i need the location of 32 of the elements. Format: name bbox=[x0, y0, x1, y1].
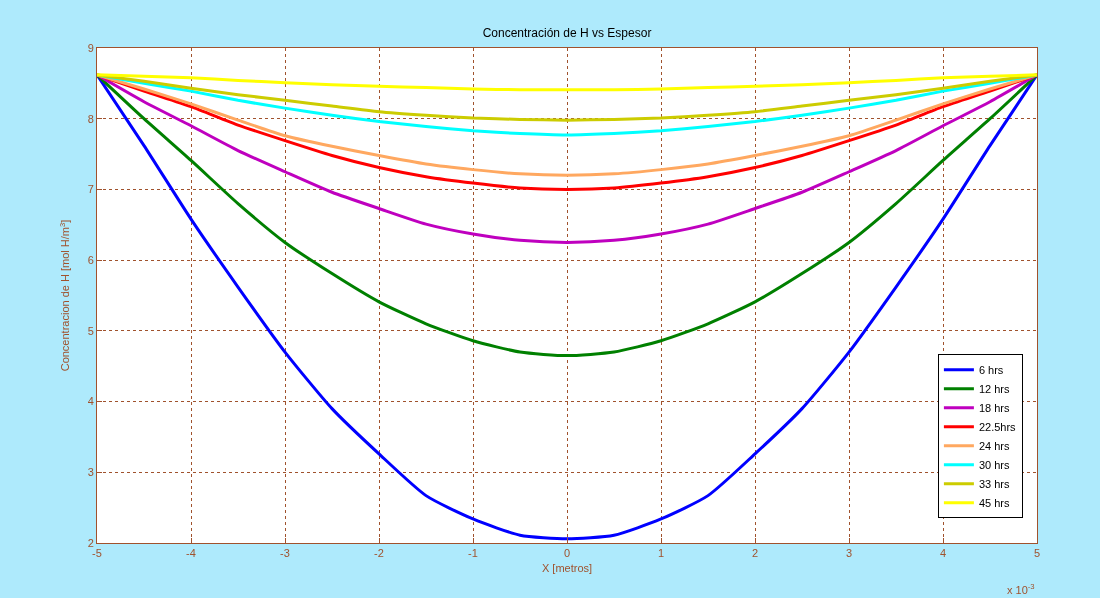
x-tick-label: -1 bbox=[468, 547, 478, 560]
y-tick-label: 8 bbox=[87, 112, 94, 125]
line-series bbox=[97, 73, 1037, 122]
chart-title: Concentración de H vs Espesor bbox=[482, 26, 652, 41]
text: x 10$^{-3}$ bbox=[1007, 582, 1035, 596]
x-tick-label: 4 bbox=[939, 547, 947, 560]
legend-label: 33 hrs bbox=[978, 478, 1010, 491]
y-tick-label: 9 bbox=[87, 41, 94, 54]
legend-label: 6 hrs bbox=[978, 364, 1004, 377]
x-tick-label: -4 bbox=[186, 547, 196, 560]
legend-label: 30 hrs bbox=[978, 459, 1010, 472]
x-tick-label: 3 bbox=[845, 547, 853, 560]
x-tick-label: -3 bbox=[280, 547, 290, 560]
legend-label: 18 hrs bbox=[978, 402, 1010, 415]
y-tick-label: 4 bbox=[87, 395, 94, 408]
legend-label: 45 hrs bbox=[978, 497, 1010, 510]
legend-label: 12 hrs bbox=[978, 383, 1010, 396]
y-tick-label: 7 bbox=[87, 183, 94, 196]
x-tick-label: 5 bbox=[1033, 547, 1041, 560]
y-tick-label: 2 bbox=[87, 536, 94, 549]
x-tick-label: 0 bbox=[563, 547, 571, 560]
y-tick-label: 6 bbox=[87, 253, 94, 266]
line-series bbox=[97, 73, 1037, 92]
y-tick-label: 5 bbox=[87, 324, 94, 337]
x-axis-title: X [metros] bbox=[541, 562, 593, 575]
legend-label: 22.5hrs bbox=[978, 421, 1017, 434]
x-tick-label: -5 bbox=[92, 547, 102, 560]
x-tick-label: 1 bbox=[657, 547, 665, 560]
x-tick-label: 2 bbox=[751, 547, 759, 560]
x-tick-label: -2 bbox=[374, 547, 384, 560]
y-tick-label: 3 bbox=[87, 466, 94, 479]
legend-label: 24 hrs bbox=[978, 440, 1010, 453]
